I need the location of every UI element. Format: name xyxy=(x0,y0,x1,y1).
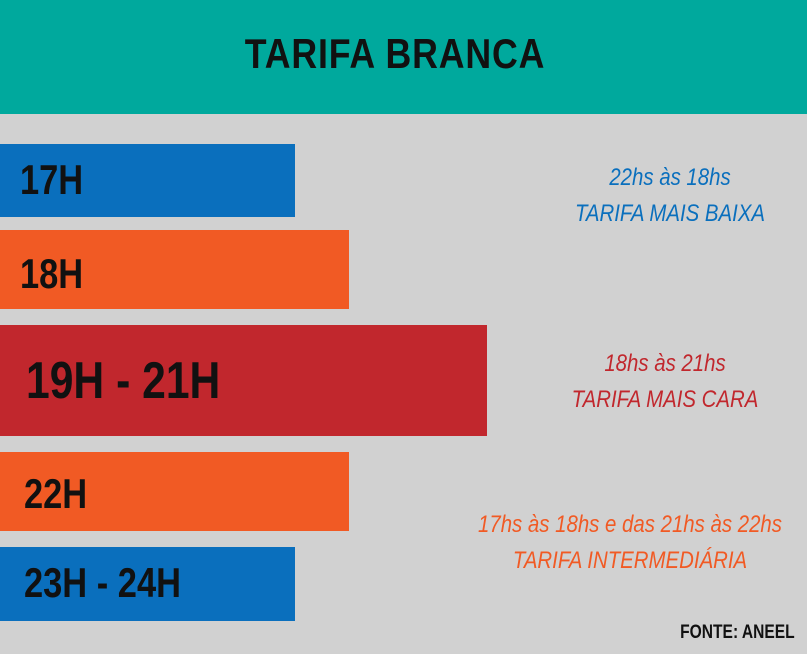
note-label: TARIFA MAIS CARA xyxy=(571,386,759,413)
bar-label: 19H - 21H xyxy=(26,352,221,410)
note-high-tariff: 18hs às 21hs TARIFA MAIS CARA xyxy=(538,346,793,418)
note-label: TARIFA INTERMEDIÁRIA xyxy=(512,547,748,574)
note-time: 18hs às 21hs xyxy=(604,350,726,377)
page-title: TARIFA BRANCA xyxy=(244,30,546,77)
note-low-tariff: 22hs às 18hs TARIFA MAIS BAIXA xyxy=(543,160,798,232)
bar-label: 18H xyxy=(20,250,84,297)
note-time: 22hs às 18hs xyxy=(609,164,731,191)
note-intermediate-tariff: 17hs às 18hs e das 21hs às 22hs TARIFA I… xyxy=(469,507,792,579)
bar-23h-24h: 23H - 24H xyxy=(0,547,295,621)
header-banner xyxy=(0,0,807,114)
source-credit: FONTE: ANEEL xyxy=(680,622,795,643)
bar-label: 23H - 24H xyxy=(24,559,181,606)
bar-17h: 17H xyxy=(0,144,295,217)
bar-18h: 18H xyxy=(0,230,349,309)
note-time: 17hs às 18hs e das 21hs às 22hs xyxy=(478,511,782,538)
bar-label: 17H xyxy=(20,156,84,203)
note-label: TARIFA MAIS BAIXA xyxy=(574,200,766,227)
bar-label: 22H xyxy=(24,470,88,517)
bar-22h: 22H xyxy=(0,452,349,531)
bar-19h-21h: 19H - 21H xyxy=(0,325,487,436)
